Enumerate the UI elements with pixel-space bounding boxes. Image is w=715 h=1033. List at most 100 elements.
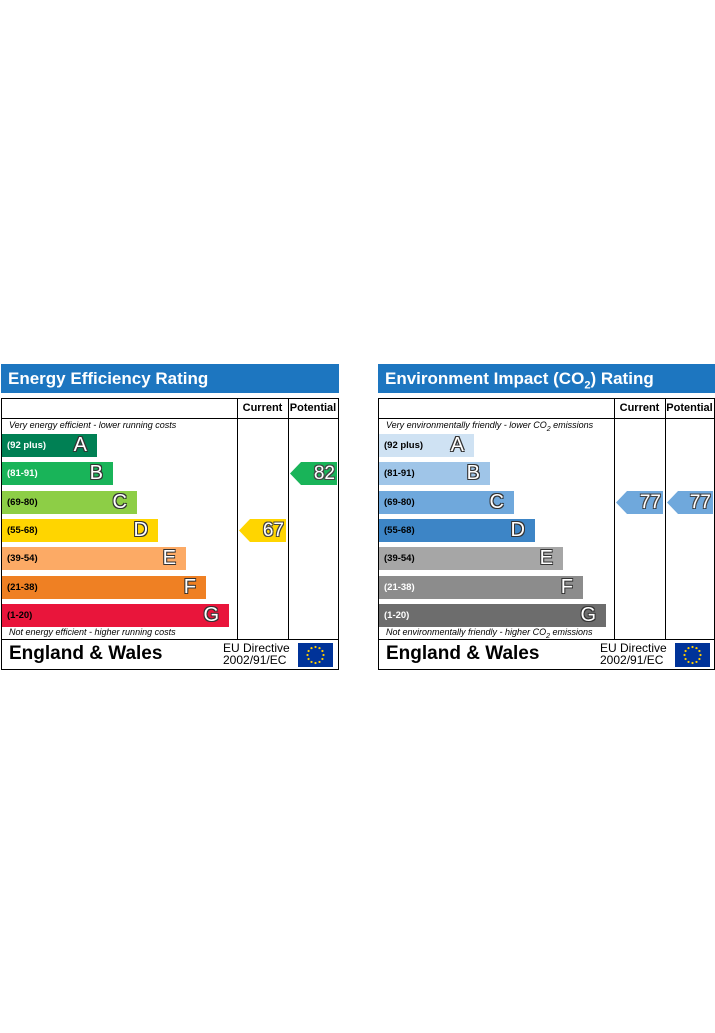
band-f: (21-38) F	[2, 575, 206, 599]
bottom-note-subscript: 2	[546, 632, 550, 640]
top-note: Very environmentally friendly - lower CO…	[386, 420, 593, 433]
band-letter-label: A	[73, 434, 87, 456]
footer-region: England & Wales	[9, 643, 163, 664]
current-rating-value: 67	[262, 519, 284, 541]
band-range-label: (69-80)	[384, 496, 415, 508]
column-header-current: Current	[619, 402, 660, 414]
band-range-label: (92 plus)	[7, 440, 47, 451]
marker-arrow-shape	[667, 490, 713, 514]
band-letter-label: C	[489, 490, 504, 513]
band-letter-label: C	[112, 490, 127, 513]
band-letter-label: A	[450, 434, 464, 456]
eu-star	[687, 646, 690, 650]
band-letter-label: D	[133, 518, 148, 541]
title-suffix: ) Rating	[590, 369, 654, 388]
eu-star	[684, 649, 687, 653]
eu-star	[318, 646, 321, 650]
top-note-subscript: 2	[546, 425, 551, 433]
top-note: Very energy efficient - lower running co…	[9, 420, 177, 430]
column-header-potential: Potential	[666, 402, 713, 414]
eu-star	[691, 645, 694, 649]
bottom-note-suffix: emissions	[549, 627, 593, 637]
band-f: (21-38) F	[379, 575, 583, 599]
band-range-label: (69-80)	[7, 496, 38, 508]
band-letter-label: F	[183, 575, 196, 598]
footer-directive: EU Directive 2002/91/EC	[600, 642, 667, 666]
band-range-label: (1-20)	[384, 609, 410, 621]
band-range-label: (81-91)	[7, 468, 38, 480]
band-range-label: (81-91)	[384, 468, 415, 480]
eu-star	[684, 657, 687, 661]
eu-star	[306, 653, 309, 657]
band-letter-label: E	[162, 547, 176, 570]
eu-star	[683, 653, 686, 657]
chart-title: Environment Impact (CO2) Rating	[378, 364, 715, 393]
chart-title: Energy Efficiency Rating	[1, 364, 339, 393]
potential-rating-value: 82	[313, 463, 335, 485]
band-letter-label: G	[203, 603, 219, 626]
band-range-label: (55-68)	[7, 524, 38, 536]
eu-star	[687, 660, 690, 664]
eu-star	[698, 657, 701, 661]
band-g: (1-20) G	[2, 603, 229, 627]
marker-arrow-shape	[290, 462, 337, 486]
band-range-label: (1-20)	[7, 609, 33, 621]
band-a: (92 plus) A	[2, 434, 97, 457]
band-c: (69-80) C	[379, 490, 514, 514]
band-d: (55-68) D	[379, 518, 535, 542]
eu-star	[322, 653, 325, 657]
bottom-note-prefix: Not environmentally friendly - higher CO	[386, 627, 547, 637]
marker-arrow	[616, 490, 663, 514]
column-header-potential: Potential	[289, 402, 337, 414]
chart-frame: Current Potential Very energy efficient …	[1, 398, 339, 670]
marker-arrow-shape	[616, 490, 663, 514]
top-note-suffix: emissions	[550, 420, 594, 430]
eu-star	[695, 660, 698, 664]
directive-line2: 2002/91/EC	[223, 653, 287, 667]
band-letter-label: F	[560, 575, 573, 598]
band-letter-label: G	[580, 603, 596, 626]
current-rating-value: 77	[639, 491, 661, 513]
eu-star	[321, 657, 324, 661]
footer-region: England & Wales	[386, 643, 540, 664]
band-range-label: (39-54)	[7, 553, 38, 565]
title-prefix: Environment Impact (CO	[385, 369, 585, 388]
eu-star	[321, 649, 324, 653]
eu-star	[698, 649, 701, 653]
eu-star	[314, 645, 317, 649]
band-e: (39-54) E	[379, 547, 563, 571]
eu-stars-icon	[306, 645, 325, 665]
chart-frame: Current Potential Very environmentally f…	[378, 398, 715, 670]
potential-rating-marker: 82	[290, 462, 337, 486]
bottom-note: Not energy efficient - higher running co…	[9, 627, 176, 637]
eu-flag-icon	[675, 643, 710, 667]
band-range-label: (21-38)	[384, 581, 415, 593]
band-a: (92 plus) A	[379, 434, 474, 457]
band-g: (1-20) G	[379, 603, 606, 627]
footer-directive: EU Directive 2002/91/EC	[223, 642, 290, 666]
band-range-label: (55-68)	[384, 524, 415, 536]
band-range-label: (92 plus)	[384, 440, 424, 451]
top-note-prefix: Very environmentally friendly - lower CO	[386, 420, 547, 430]
band-letter-label: E	[539, 547, 553, 570]
current-rating-marker: 67	[239, 518, 286, 542]
band-range-label: (21-38)	[7, 581, 38, 593]
band-c: (69-80) C	[2, 490, 137, 514]
eu-flag-icon	[298, 643, 333, 667]
bottom-note: Not environmentally friendly - higher CO…	[386, 627, 593, 640]
potential-rating-value: 77	[689, 491, 711, 513]
eu-star	[307, 649, 310, 653]
eu-star	[695, 646, 698, 650]
band-d: (55-68) D	[2, 518, 158, 542]
directive-line1: EU Directive	[600, 641, 667, 655]
marker-arrow	[290, 462, 337, 486]
band-letter-label: D	[510, 518, 525, 541]
directive-line2: 2002/91/EC	[600, 653, 664, 667]
marker-arrow	[667, 490, 713, 514]
eu-star	[310, 660, 313, 664]
title-subscript: 2	[584, 379, 591, 392]
energy-efficiency-chart: Energy Efficiency Rating Current Potenti…	[1, 364, 339, 670]
band-e: (39-54) E	[2, 547, 186, 571]
band-range-label: (39-54)	[384, 553, 415, 565]
directive-line1: EU Directive	[223, 641, 290, 655]
